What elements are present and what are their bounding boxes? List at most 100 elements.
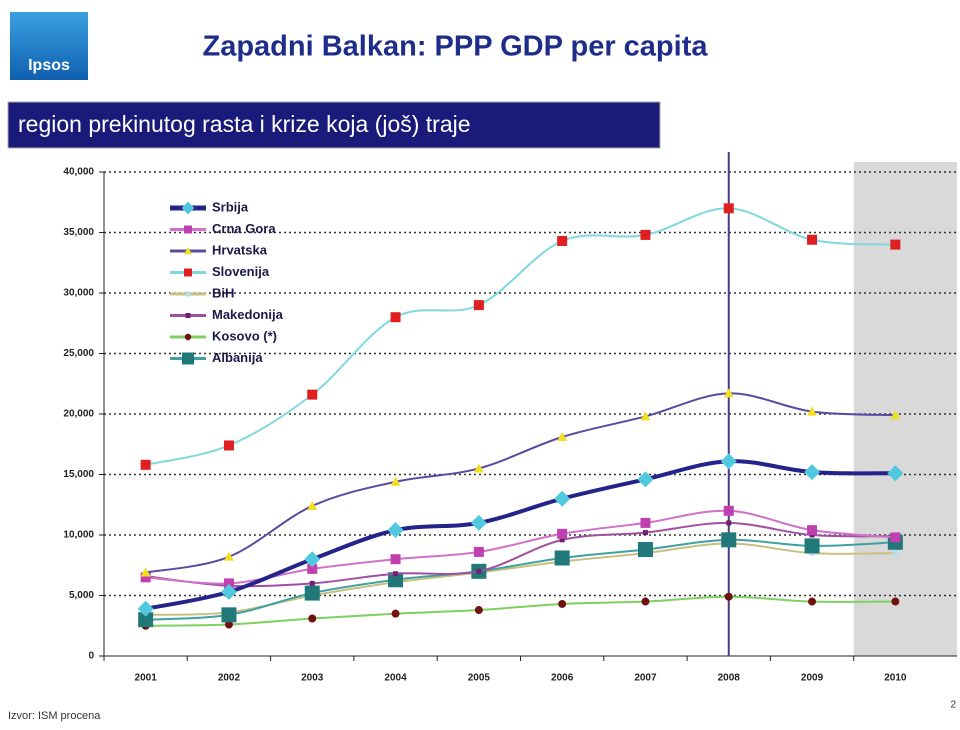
point xyxy=(474,606,483,615)
point xyxy=(473,546,484,557)
point xyxy=(220,583,237,600)
y-tick-label: 0 xyxy=(88,651,94,662)
point xyxy=(390,554,401,565)
point xyxy=(223,578,234,589)
point xyxy=(723,505,734,516)
point xyxy=(557,235,568,246)
point xyxy=(473,300,484,311)
x-tick-label: 2005 xyxy=(468,673,491,684)
point xyxy=(390,476,401,486)
legend-label: Slovenija xyxy=(212,264,270,279)
point xyxy=(476,568,482,574)
point xyxy=(890,410,901,420)
chart-title: Zapadni Balkan: PPP GDP per capita xyxy=(203,31,709,63)
x-tick-label: 2002 xyxy=(218,673,241,684)
point xyxy=(223,551,234,561)
y-tick-label: 40,000 xyxy=(63,167,94,178)
point xyxy=(720,453,737,470)
subtitle-banner xyxy=(7,101,661,149)
series-line xyxy=(145,207,896,466)
point xyxy=(890,532,901,543)
page-number: 2 xyxy=(950,700,956,711)
point xyxy=(807,406,818,416)
legend-label: Crna Gora xyxy=(212,221,276,236)
point xyxy=(307,500,318,510)
point xyxy=(807,525,818,536)
point xyxy=(308,614,317,623)
y-tick-label: 20,000 xyxy=(63,409,94,420)
point xyxy=(887,465,904,482)
y-tick-label: 35,000 xyxy=(63,227,94,238)
legend-label: BiH xyxy=(212,285,234,300)
point xyxy=(182,352,194,365)
point xyxy=(640,411,651,421)
point xyxy=(637,471,654,488)
point xyxy=(726,520,732,526)
point xyxy=(391,609,400,618)
point xyxy=(184,268,192,277)
point xyxy=(140,459,151,470)
point xyxy=(309,580,315,586)
series-line xyxy=(145,538,896,621)
point xyxy=(641,597,650,606)
point xyxy=(221,607,237,623)
point xyxy=(554,550,570,566)
shaded-region xyxy=(853,162,957,656)
point xyxy=(185,313,191,318)
point xyxy=(473,463,484,473)
point xyxy=(304,585,320,601)
point xyxy=(891,597,900,606)
legend-label: Srbija xyxy=(212,199,249,214)
point xyxy=(637,542,653,558)
point xyxy=(557,431,568,441)
x-tick-label: 2009 xyxy=(801,673,824,684)
logo-box xyxy=(10,12,88,80)
point xyxy=(804,538,820,554)
point xyxy=(892,550,898,556)
legend-label: Kosovo (*) xyxy=(212,328,277,343)
point xyxy=(558,599,567,608)
legend-label: Hrvatska xyxy=(212,242,268,257)
legend-label: Makedonija xyxy=(212,307,284,322)
point xyxy=(184,333,192,341)
point xyxy=(890,239,901,250)
series-line xyxy=(145,509,896,585)
x-tick-label: 2006 xyxy=(551,673,574,684)
point xyxy=(388,572,404,588)
x-tick-label: 2004 xyxy=(384,673,407,684)
point xyxy=(393,571,399,577)
point xyxy=(223,440,234,451)
point xyxy=(140,572,151,583)
x-tick-label: 2008 xyxy=(718,673,741,684)
y-tick-label: 30,000 xyxy=(63,288,94,299)
point xyxy=(642,530,648,536)
point xyxy=(724,592,733,601)
point xyxy=(807,234,818,245)
x-tick-label: 2003 xyxy=(301,673,324,684)
subtitle: region prekinutog rasta i krize koja (jo… xyxy=(18,111,471,137)
legend-label: Albanija xyxy=(212,350,263,365)
series-line xyxy=(145,392,896,574)
point xyxy=(804,464,821,481)
point xyxy=(184,225,192,234)
point xyxy=(554,490,571,507)
point xyxy=(307,389,318,400)
plot: 0 5,000 10,000 15,000 20,000 25,000 30,000 35,0… xyxy=(63,152,957,684)
point xyxy=(723,203,734,214)
point xyxy=(185,291,191,297)
point xyxy=(307,563,318,574)
point xyxy=(640,517,651,528)
point xyxy=(138,612,154,628)
series-line xyxy=(145,595,896,627)
y-tick-label: 5,000 xyxy=(69,590,94,601)
point xyxy=(184,247,192,255)
point xyxy=(387,522,404,539)
series-line xyxy=(145,459,896,611)
source: Izvor: ISM procena xyxy=(8,710,101,722)
point xyxy=(224,620,233,629)
y-tick-label: 10,000 xyxy=(63,530,94,541)
x-tick-label: 2001 xyxy=(135,673,158,684)
y-tick-label: 15,000 xyxy=(63,469,94,480)
x-tick-label: 2007 xyxy=(634,673,657,684)
